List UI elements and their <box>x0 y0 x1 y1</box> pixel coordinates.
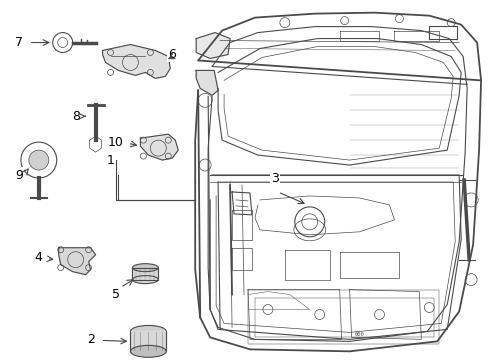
Text: 000: 000 <box>355 332 365 337</box>
Text: 8: 8 <box>72 110 80 123</box>
Text: 10: 10 <box>108 136 123 149</box>
Text: 3: 3 <box>271 171 279 185</box>
Text: 6: 6 <box>169 48 176 61</box>
Polygon shape <box>196 32 230 58</box>
Text: 1: 1 <box>107 154 115 167</box>
Polygon shape <box>102 45 171 78</box>
Text: 4: 4 <box>35 251 43 264</box>
Polygon shape <box>132 268 158 280</box>
Text: 9: 9 <box>15 168 23 181</box>
Ellipse shape <box>130 345 166 357</box>
Ellipse shape <box>130 325 166 337</box>
Polygon shape <box>196 71 218 95</box>
Text: 5: 5 <box>112 288 120 301</box>
Circle shape <box>29 150 49 170</box>
Polygon shape <box>141 134 178 160</box>
Polygon shape <box>130 332 166 351</box>
Text: 7: 7 <box>15 36 23 49</box>
Ellipse shape <box>132 264 158 272</box>
Polygon shape <box>59 248 96 275</box>
Ellipse shape <box>132 276 158 284</box>
Text: 2: 2 <box>87 333 95 346</box>
